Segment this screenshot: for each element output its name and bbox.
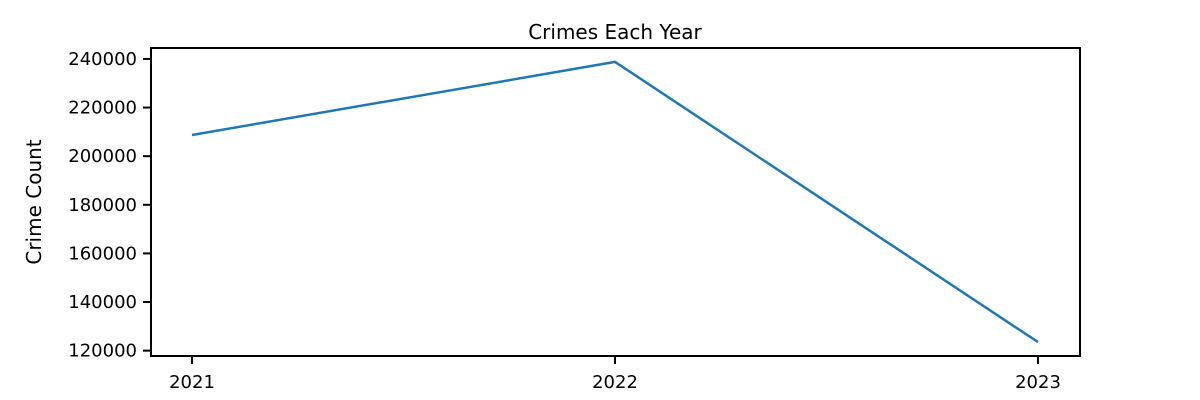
y-tick-label: 140000 (68, 292, 137, 313)
x-tick-label: 2023 (1015, 372, 1061, 393)
plot-frame (150, 47, 1081, 357)
x-tick-label: 2021 (169, 372, 215, 393)
chart-title: Crimes Each Year (528, 20, 702, 44)
y-axis-label: Crime Count (22, 139, 46, 264)
y-tick-label: 240000 (68, 49, 137, 70)
y-tick-label: 160000 (68, 243, 137, 264)
x-tick-label: 2022 (592, 372, 638, 393)
plot-area: 120000 140000 160000 180000 200000 220000 2400… (68, 47, 1081, 393)
y-tick-label: 120000 (68, 341, 137, 362)
y-tick-label: 200000 (68, 146, 137, 167)
series-line-0 (191, 60, 1039, 344)
y-tick-label: 220000 (68, 98, 137, 119)
y-tick-label: 180000 (68, 195, 137, 216)
